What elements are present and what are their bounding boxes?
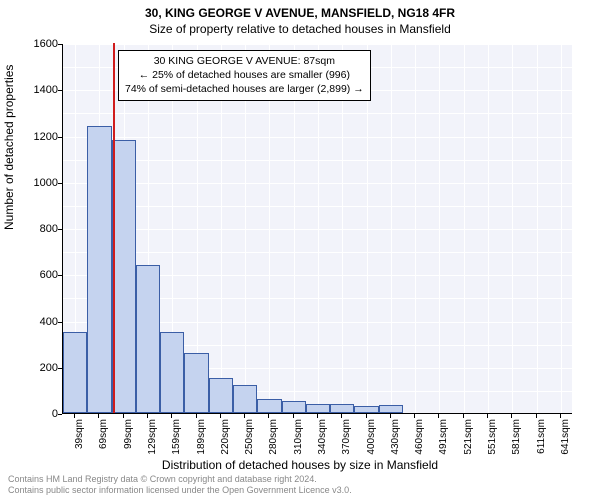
x-tick-label: 491sqm [438,419,449,469]
y-tick-mark [58,229,62,230]
y-tick-mark [58,414,62,415]
x-tick-label: 99sqm [123,419,134,469]
x-tick-mark [293,414,294,418]
annotation-line1: 30 KING GEORGE V AVENUE: 87sqm [125,54,364,68]
x-tick-mark [463,414,464,418]
x-tick-mark [268,414,269,418]
x-tick-label: 220sqm [220,419,231,469]
x-tick-label: 460sqm [414,419,425,469]
gridline-v [537,44,538,413]
y-axis-label: Number of detached properties [2,65,16,230]
y-tick-mark [58,90,62,91]
chart-title-line1: 30, KING GEORGE V AVENUE, MANSFIELD, NG1… [0,0,600,20]
histogram-bar [136,265,160,413]
x-tick-mark [511,414,512,418]
x-tick-label: 310sqm [293,419,304,469]
x-tick-mark [244,414,245,418]
histogram-bar [160,332,184,413]
x-tick-label: 641sqm [560,419,571,469]
x-tick-mark [317,414,318,418]
x-tick-mark [196,414,197,418]
y-tick-label: 1600 [18,38,58,50]
x-tick-label: 370sqm [341,419,352,469]
x-tick-mark [220,414,221,418]
gridline-v [488,44,489,413]
x-tick-label: 521sqm [463,419,474,469]
y-tick-label: 200 [18,362,58,374]
x-tick-label: 340sqm [317,419,328,469]
x-tick-mark [560,414,561,418]
y-tick-label: 0 [18,408,58,420]
x-tick-label: 129sqm [147,419,158,469]
y-tick-label: 1000 [18,177,58,189]
x-tick-mark [123,414,124,418]
annotation-box: 30 KING GEORGE V AVENUE: 87sqm ← 25% of … [118,50,371,101]
y-tick-label: 1200 [18,131,58,143]
histogram-bar [306,404,330,413]
reference-line [113,43,115,413]
x-tick-label: 69sqm [98,419,109,469]
x-tick-label: 39sqm [74,419,85,469]
x-tick-mark [487,414,488,418]
histogram-bar [184,353,208,413]
x-tick-mark [536,414,537,418]
histogram-bar [330,404,354,413]
x-tick-label: 551sqm [487,419,498,469]
attribution-text: Contains HM Land Registry data © Crown c… [8,474,352,496]
x-tick-mark [74,414,75,418]
x-tick-mark [390,414,391,418]
y-tick-mark [58,137,62,138]
y-tick-mark [58,322,62,323]
x-tick-mark [414,414,415,418]
chart-container: 30, KING GEORGE V AVENUE, MANSFIELD, NG1… [0,0,600,500]
x-tick-mark [366,414,367,418]
y-tick-label: 400 [18,316,58,328]
histogram-bar [354,406,378,413]
x-tick-mark [171,414,172,418]
y-tick-mark [58,183,62,184]
x-tick-label: 611sqm [536,419,547,469]
x-tick-label: 581sqm [511,419,522,469]
gridline-v [415,44,416,413]
histogram-bar [257,399,281,413]
x-tick-label: 159sqm [171,419,182,469]
attribution-line2: Contains public sector information licen… [8,485,352,496]
x-tick-mark [98,414,99,418]
x-tick-mark [438,414,439,418]
histogram-bar [379,405,403,413]
x-tick-label: 400sqm [366,419,377,469]
histogram-bar [63,332,87,413]
histogram-bar [233,385,257,413]
chart-title-line2: Size of property relative to detached ho… [0,20,600,36]
y-tick-mark [58,44,62,45]
histogram-bar [87,126,111,413]
gridline-v [561,44,562,413]
histogram-bar [112,140,136,413]
x-tick-mark [341,414,342,418]
gridline-v [464,44,465,413]
x-tick-label: 250sqm [244,419,255,469]
x-tick-label: 430sqm [390,419,401,469]
y-tick-label: 800 [18,223,58,235]
y-tick-label: 600 [18,269,58,281]
x-tick-mark [147,414,148,418]
histogram-bar [282,401,306,413]
y-tick-mark [58,368,62,369]
histogram-bar [209,378,233,413]
gridline-v [439,44,440,413]
y-tick-label: 1400 [18,84,58,96]
x-tick-label: 189sqm [196,419,207,469]
y-tick-mark [58,275,62,276]
annotation-line3: 74% of semi-detached houses are larger (… [125,82,364,96]
gridline-v [512,44,513,413]
attribution-line1: Contains HM Land Registry data © Crown c… [8,474,352,485]
x-tick-label: 280sqm [268,419,279,469]
annotation-line2: ← 25% of detached houses are smaller (99… [125,68,364,82]
gridline-v [391,44,392,413]
